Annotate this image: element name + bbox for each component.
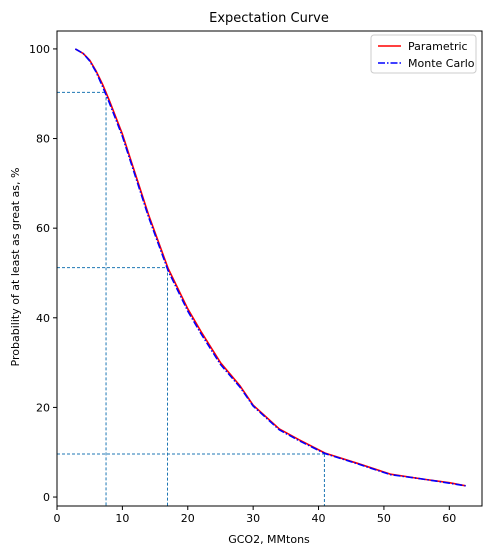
x-tick-label: 10 <box>115 512 129 525</box>
y-tick-label: 0 <box>43 491 50 504</box>
x-tick-label: 40 <box>312 512 326 525</box>
plot-frame <box>56 30 483 507</box>
legend: Parametric Monte Carlo <box>370 34 477 74</box>
chart-title: Expectation Curve <box>209 11 329 26</box>
y-axis-label: Probability of at least as great as, % <box>9 168 22 367</box>
x-tick-label: 0 <box>54 512 61 525</box>
x-tick-label: 60 <box>442 512 456 525</box>
x-tick-label: 20 <box>181 512 195 525</box>
x-axis-label: GCO2, MMtons <box>228 533 310 546</box>
plot-area <box>57 48 466 506</box>
series-line-monte-carlo <box>74 48 466 487</box>
y-tick-label: 100 <box>29 43 50 56</box>
y-tick-label: 20 <box>36 401 50 414</box>
x-tick-label: 50 <box>377 512 391 525</box>
axes: 0 10 20 30 40 50 60 0 20 40 60 80 100 <box>29 30 483 525</box>
y-tick-label: 60 <box>36 222 50 235</box>
legend-label-parametric: Parametric <box>408 40 468 53</box>
y-tick-label: 80 <box>36 133 50 146</box>
x-tick-label: 30 <box>246 512 260 525</box>
y-tick-label: 40 <box>36 312 50 325</box>
legend-label-monte-carlo: Monte Carlo <box>408 57 475 70</box>
